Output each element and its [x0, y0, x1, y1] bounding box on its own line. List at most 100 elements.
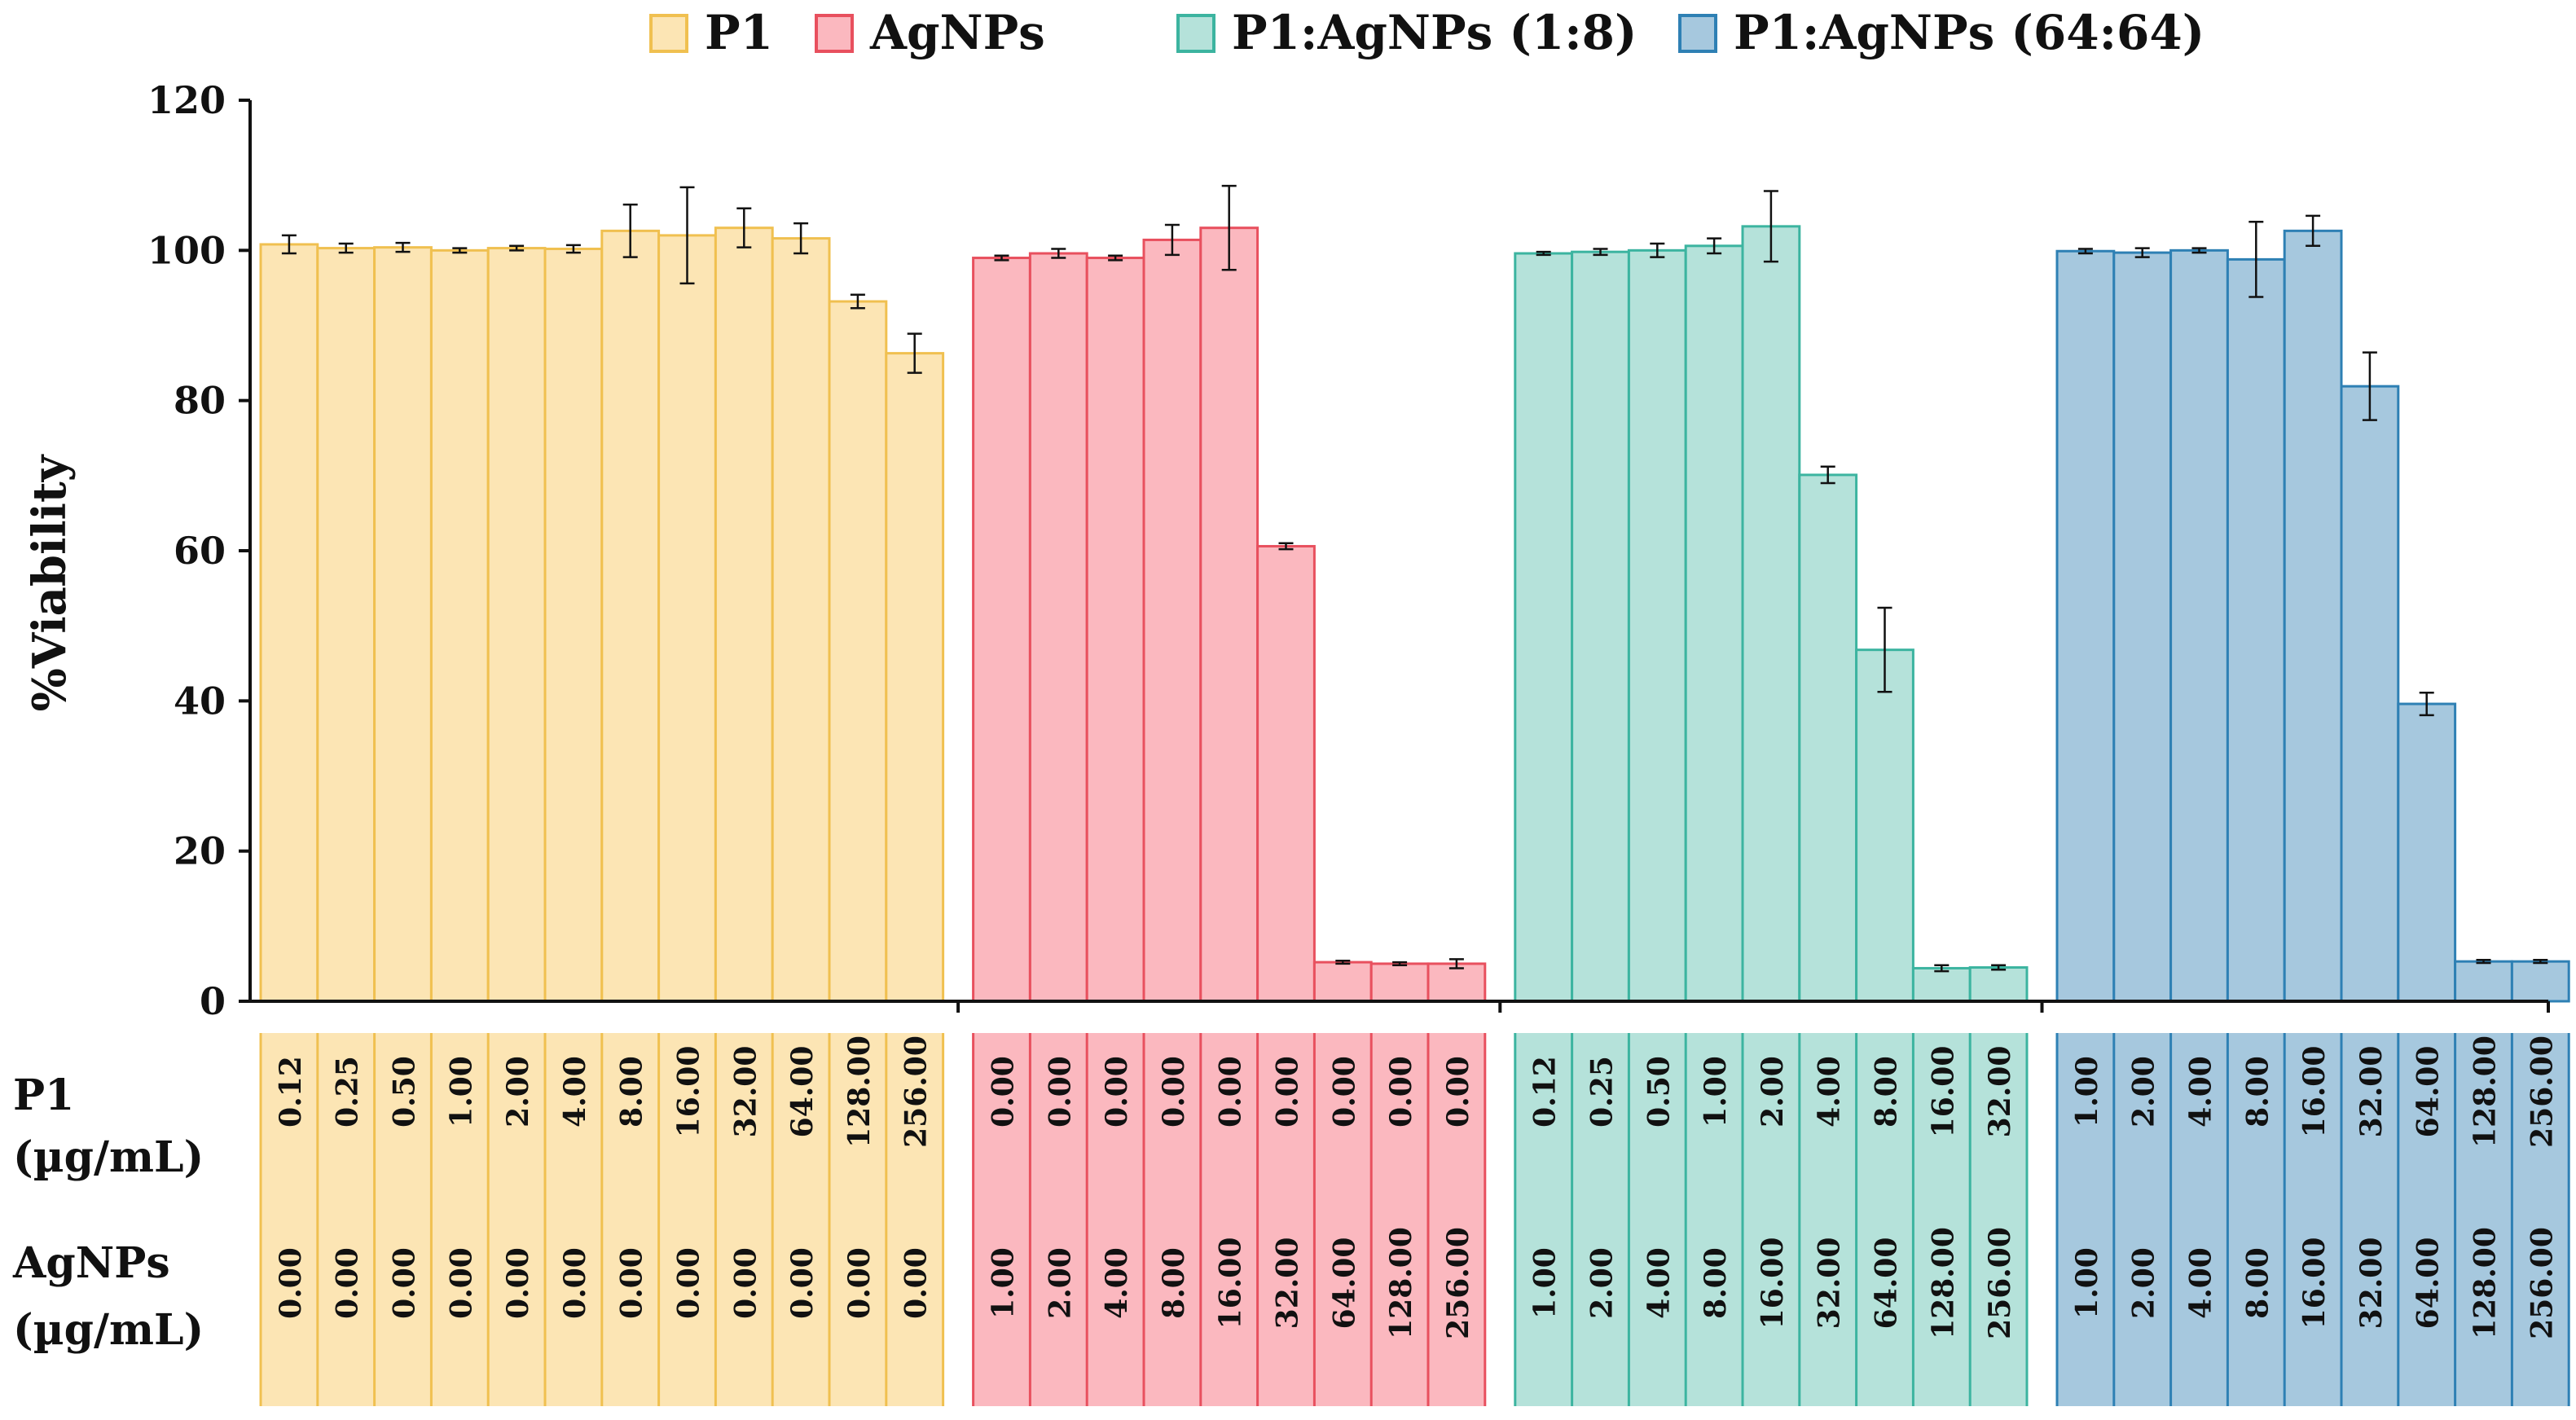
- agnps-conc-label: 1.00: [1528, 1247, 1563, 1319]
- p1-conc-label: 64.00: [785, 1046, 820, 1138]
- p1-conc-label: 256.00: [2525, 1035, 2559, 1148]
- bar: [1627, 248, 1687, 1003]
- p1-conc-label: 2.00: [1756, 1056, 1790, 1128]
- table-group-bg: [2057, 1033, 2569, 1406]
- bar: [1855, 648, 1914, 1003]
- agnps-conc-label: 16.00: [2297, 1238, 2332, 1330]
- agnps-conc-label: 128.00: [1926, 1227, 1960, 1339]
- p1-conc-label: 0.00: [1384, 1056, 1418, 1128]
- agnps-conc-label: 0.00: [899, 1247, 934, 1319]
- agnps-conc-label: 4.00: [1100, 1247, 1134, 1319]
- bar: [2510, 960, 2570, 1003]
- bar: [429, 248, 490, 1003]
- p1-conc-label: 0.12: [274, 1056, 308, 1128]
- bar: [1199, 226, 1259, 1003]
- bar: [1085, 257, 1145, 1003]
- bar: [1426, 962, 1487, 1003]
- bar: [259, 243, 319, 1003]
- bar: [1514, 252, 1574, 1003]
- p1-conc-label: 32.00: [2354, 1046, 2389, 1138]
- p1-conc-label: 0.50: [388, 1056, 422, 1128]
- agnps-conc-label: 256.00: [2525, 1227, 2559, 1339]
- agnps-conc-label: 0.00: [842, 1247, 877, 1319]
- bar: [1684, 244, 1744, 1003]
- agnps-conc-label: 0.00: [558, 1247, 592, 1319]
- p1-conc-label: 4.00: [558, 1056, 592, 1128]
- agnps-row-label: (µg/mL): [13, 1305, 204, 1355]
- p1-conc-label: 0.25: [1585, 1056, 1620, 1128]
- p1-conc-label: 0.00: [1441, 1056, 1475, 1128]
- y-tick-label: 100: [147, 228, 226, 272]
- p1-conc-label: 0.00: [1214, 1056, 1248, 1128]
- agnps-conc-label: 2.00: [2127, 1247, 2161, 1319]
- agnps-conc-label: 8.00: [1699, 1247, 1733, 1319]
- legend-swatch: [1176, 14, 1215, 53]
- table-group-bg: [973, 1033, 1485, 1406]
- agnps-conc-label: 32.00: [2354, 1238, 2389, 1330]
- p1-conc-label: 0.50: [1642, 1056, 1676, 1128]
- bar: [1741, 225, 1801, 1003]
- axes: 0 20 40 60 80 100 120 %Viability: [23, 78, 2550, 1023]
- p1-conc-label: 0.00: [1100, 1056, 1134, 1128]
- agnps-conc-label: 32.00: [1813, 1238, 1847, 1330]
- bar: [2397, 702, 2457, 1003]
- agnps-conc-label: 0.00: [672, 1247, 706, 1319]
- p1-row-label: P1: [13, 1070, 74, 1120]
- legend-swatch: [1678, 14, 1717, 53]
- p1-conc-label: 64.00: [2411, 1046, 2446, 1138]
- bar: [2112, 251, 2173, 1003]
- p1-conc-label: 4.00: [1813, 1056, 1847, 1128]
- y-tick-label: 0: [200, 979, 226, 1023]
- p1-conc-label: 8.00: [1870, 1056, 1904, 1128]
- bar: [1571, 250, 1630, 1003]
- agnps-conc-label: 64.00: [2411, 1238, 2446, 1330]
- p1-conc-label: 32.00: [1983, 1046, 2017, 1138]
- p1-conc-label: 1.00: [1699, 1056, 1733, 1128]
- bar: [486, 247, 547, 1003]
- legend-label: P1: [705, 5, 773, 60]
- bar: [1798, 473, 1858, 1003]
- bar: [1968, 966, 2029, 1003]
- p1-conc-label: 8.00: [615, 1056, 649, 1128]
- agnps-conc-label: 0.00: [444, 1247, 478, 1319]
- agnps-conc-label: 32.00: [1271, 1238, 1305, 1330]
- p1-row-label: (µg/mL): [13, 1132, 204, 1182]
- agnps-conc-label: 4.00: [2184, 1247, 2218, 1319]
- agnps-conc-label: 0.00: [785, 1247, 820, 1319]
- legend-swatch: [815, 14, 854, 53]
- y-tick-label: 80: [174, 379, 226, 423]
- y-axis-label: %Viability: [23, 454, 77, 711]
- agnps-conc-label: 256.00: [1441, 1227, 1475, 1339]
- agnps-conc-label: 0.00: [728, 1247, 763, 1319]
- agnps-conc-label: 1.00: [987, 1247, 1021, 1319]
- legend-label: AgNPs: [869, 5, 1045, 60]
- bar: [1256, 544, 1316, 1003]
- bar: [2340, 385, 2400, 1003]
- p1-conc-label: 0.00: [1043, 1056, 1077, 1128]
- bar: [316, 247, 376, 1003]
- p1-conc-label: 0.00: [1327, 1056, 1361, 1128]
- p1-conc-label: 1.00: [2070, 1056, 2104, 1128]
- bar: [373, 246, 433, 1003]
- agnps-conc-label: 16.00: [1756, 1238, 1790, 1330]
- y-tick-label: 120: [147, 78, 226, 122]
- agnps-conc-label: 64.00: [1870, 1238, 1904, 1330]
- p1-conc-label: 1.00: [444, 1056, 478, 1128]
- agnps-conc-label: 16.00: [1214, 1238, 1248, 1330]
- agnps-conc-label: 0.00: [274, 1247, 308, 1319]
- y-tick-label: 40: [174, 679, 226, 723]
- agnps-conc-label: 64.00: [1327, 1238, 1361, 1330]
- p1-conc-label: 16.00: [672, 1046, 706, 1138]
- p1-conc-label: 0.00: [987, 1056, 1021, 1128]
- legend-label: P1:AgNPs (64:64): [1734, 5, 2205, 60]
- p1-conc-label: 16.00: [2297, 1046, 2332, 1138]
- bar: [1312, 961, 1373, 1003]
- p1-conc-label: 8.00: [2240, 1056, 2275, 1128]
- y-tick-label: 20: [174, 829, 226, 873]
- agnps-conc-label: 8.00: [2240, 1247, 2275, 1319]
- agnps-conc-label: 2.00: [1043, 1247, 1077, 1319]
- bar: [771, 237, 831, 1003]
- bar: [600, 229, 661, 1003]
- bar: [2169, 248, 2229, 1003]
- table-group-bg: [1514, 1033, 2027, 1406]
